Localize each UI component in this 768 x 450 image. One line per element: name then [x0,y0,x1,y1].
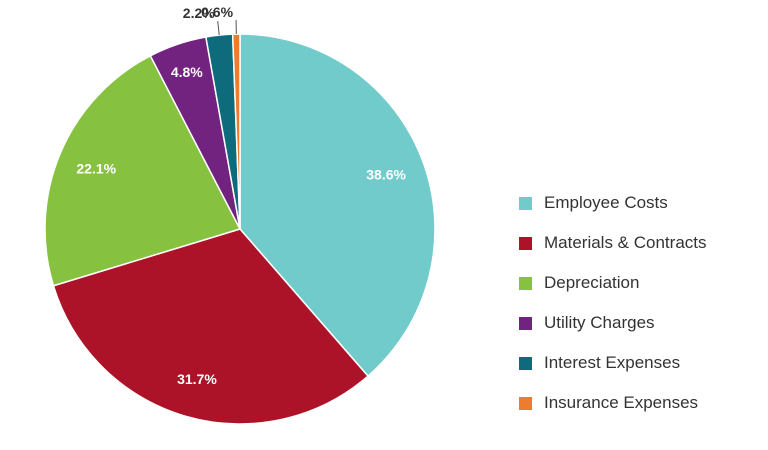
slice-label-depreciation: 22.1% [76,160,116,176]
legend-label: Depreciation [544,273,640,292]
legend-label: Employee Costs [544,193,668,212]
legend-item-insurance-expenses: Insurance Expenses [519,383,707,423]
slice-label-employee-costs: 38.6% [366,166,406,182]
legend-swatch [519,356,532,370]
pie-slices [44,33,436,425]
legend-label: Insurance Expenses [544,393,699,412]
slice-label-interest-expenses: 2.2% [183,5,215,21]
pie-chart: 38.6% 31.7% 22.1% 4.8% 2.2%0.6% [44,4,436,425]
slice-labels: 38.6% 31.7% 22.1% 4.8% 2.2%0.6% [76,4,406,387]
leader-line-interest-expenses [217,21,220,36]
pie-slice-insurance-expenses [231,33,241,230]
legend-label: Interest Expenses [544,353,681,372]
legend-label: Materials & Contracts [544,233,707,252]
pie-slice-employee-costs [239,33,436,377]
legend-swatch [519,236,532,250]
legend-item-utility-charges: Utility Charges [519,303,707,343]
legend-swatch [519,196,532,210]
legend-swatch [519,396,532,410]
slice-label-materials-contracts: 31.7% [177,371,217,387]
leader-lines [217,20,237,36]
pie-slice-depreciation [44,55,241,287]
legend-item-employee-costs: Employee Costs [519,183,707,223]
legend-swatch [519,316,532,330]
legend-swatch [519,276,532,290]
legend: Employee Costs Materials & Contracts Depre… [519,183,707,423]
slice-label-utility-charges: 4.8% [171,64,203,80]
legend-item-materials-contracts: Materials & Contracts [519,223,707,263]
legend-item-depreciation: Depreciation [519,263,707,303]
legend-item-interest-expenses: Interest Expenses [519,343,707,383]
legend-label: Utility Charges [544,313,655,332]
slice-label-insurance-expenses: 0.6% [201,4,233,20]
pie-slice-materials-contracts [52,228,369,425]
